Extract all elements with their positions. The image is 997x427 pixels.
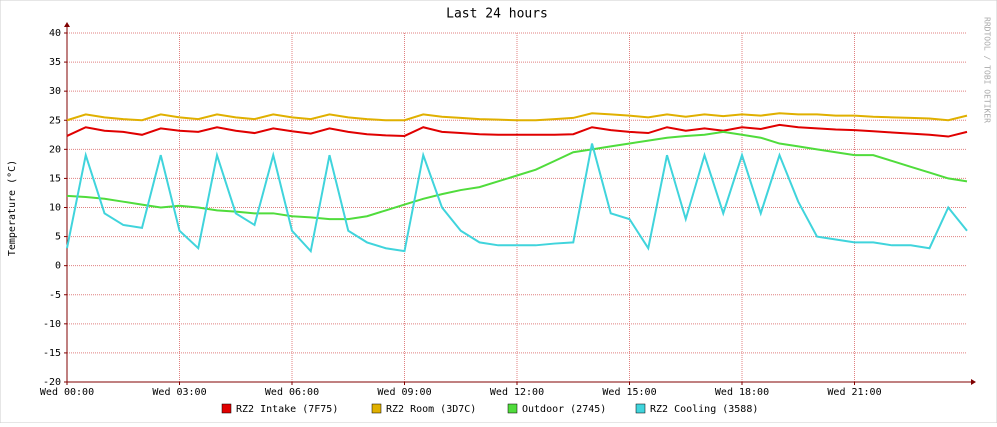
legend-label: RZ2 Intake (7F75): [236, 404, 338, 415]
x-tick-label: Wed 15:00: [602, 387, 656, 398]
y-tick-label: 30: [49, 86, 61, 97]
y-tick-label: 40: [49, 28, 61, 39]
y-tick-label: 35: [49, 57, 61, 68]
y-tick-label: 15: [49, 173, 61, 184]
y-tick-label: 10: [49, 203, 61, 214]
watermark: RRDTOOL / TOBI OETIKER: [983, 17, 992, 123]
x-tick-label: Wed 09:00: [377, 387, 431, 398]
legend-label: RZ2 Room (3D7C): [386, 404, 476, 415]
legend-swatch: [507, 403, 518, 414]
x-tick-label: Wed 03:00: [152, 387, 206, 398]
x-tick-label: Wed 00:00: [40, 387, 94, 398]
y-tick-label: 25: [49, 115, 61, 126]
y-tick-label: -15: [43, 348, 61, 359]
chart-title: Last 24 hours: [446, 7, 548, 22]
y-tick-label: 5: [55, 232, 61, 243]
legend-swatch: [635, 403, 646, 414]
legend-label: RZ2 Cooling (3588): [650, 404, 758, 415]
axis-arrow: [971, 379, 976, 385]
legend-swatch: [221, 403, 232, 414]
x-tick-label: Wed 18:00: [715, 387, 769, 398]
y-tick-label: -5: [49, 290, 61, 301]
y-tick-label: -20: [43, 377, 61, 388]
series-line: [66, 123, 968, 138]
y-tick-label: 20: [49, 144, 61, 155]
y-axis-label: Temperature (°C): [7, 160, 18, 256]
axis-arrow: [64, 22, 70, 27]
x-tick-label: Wed 12:00: [490, 387, 544, 398]
legend-swatch: [371, 403, 382, 414]
series-line: [66, 130, 968, 221]
x-tick-label: Wed 06:00: [265, 387, 319, 398]
legend-label: Outdoor (2745): [522, 404, 606, 415]
x-tick-label: Wed 21:00: [827, 387, 881, 398]
series-line: [66, 143, 968, 254]
y-tick-label: -10: [43, 319, 61, 330]
y-tick-label: 0: [55, 261, 61, 272]
series-line: [66, 112, 968, 122]
